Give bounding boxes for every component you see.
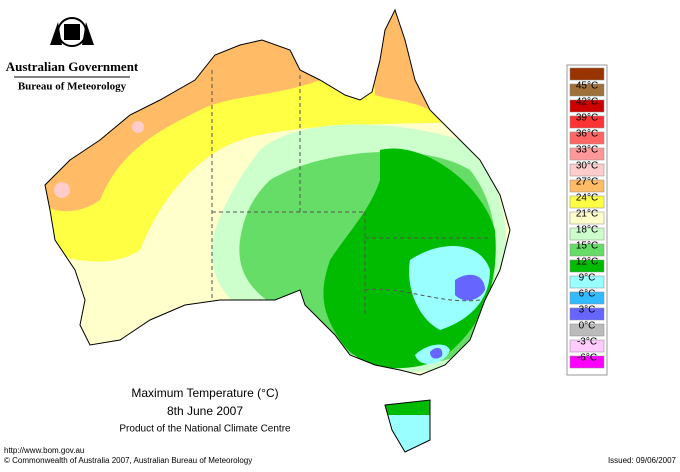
legend-swatch (569, 259, 605, 273)
legend-label: 0°C (579, 321, 596, 332)
legend-label: 42°C (576, 97, 598, 108)
state-borders (211, 70, 490, 315)
government-name: Australian Government (6, 59, 139, 74)
legend-swatch (569, 243, 605, 257)
legend-swatch (569, 67, 605, 81)
legend-label: 27°C (576, 177, 598, 188)
legend-label: 39°C (576, 113, 598, 124)
legend-swatch (569, 179, 605, 193)
legend-label: 33°C (576, 145, 598, 156)
agency-name: Bureau of Meteorology (18, 81, 127, 93)
map-credit: Product of the National Climate Centre (119, 424, 291, 435)
copyright: © Commonwealth of Australia 2007, Austra… (4, 456, 252, 465)
map-title: Maximum Temperature (°C) (131, 386, 278, 400)
legend-label: 30°C (576, 161, 598, 172)
legend-swatch (569, 195, 605, 209)
legend-label: -3°C (577, 337, 597, 348)
legend-swatch (569, 227, 605, 241)
legend-swatch (569, 147, 605, 161)
legend-swatch (569, 211, 605, 225)
legend-swatch (569, 99, 605, 113)
crest (50, 17, 94, 47)
legend-swatch (569, 323, 605, 337)
legend-label: -6°C (577, 353, 597, 364)
legend-label: 6°C (579, 289, 596, 300)
legend-swatch (569, 131, 605, 145)
legend-label: 15°C (576, 241, 598, 252)
legend-swatch (569, 275, 605, 289)
tasmania-coast (384, 399, 431, 453)
legend-swatch (569, 307, 605, 321)
legend-swatch (569, 291, 605, 305)
legend-label: 36°C (576, 129, 598, 140)
legend-swatch (569, 115, 605, 129)
map-date: 8th June 2007 (167, 404, 243, 418)
legend-swatch (569, 339, 605, 353)
legend-swatch (569, 83, 605, 97)
issued-date: Issued: 09/06/2007 (608, 456, 677, 465)
tasmania (385, 400, 430, 452)
legend-label: 9°C (579, 273, 596, 284)
legend-label: 18°C (576, 225, 598, 236)
legend-swatch (569, 163, 605, 177)
legend-label: 21°C (576, 209, 598, 220)
legend-label: 24°C (576, 193, 598, 204)
coastline (44, 8, 511, 376)
legend-label: 45°C (576, 81, 598, 92)
legend: 45°C 42°C 39°C 36°C 33°C 30°C 27°C 24°C 21°C 18°C… (566, 64, 608, 376)
legend-swatch (569, 355, 605, 369)
site-url: http://www.bom.gov.au (4, 446, 84, 455)
legend-label: 3°C (579, 305, 596, 316)
legend-label: 12°C (576, 257, 598, 268)
